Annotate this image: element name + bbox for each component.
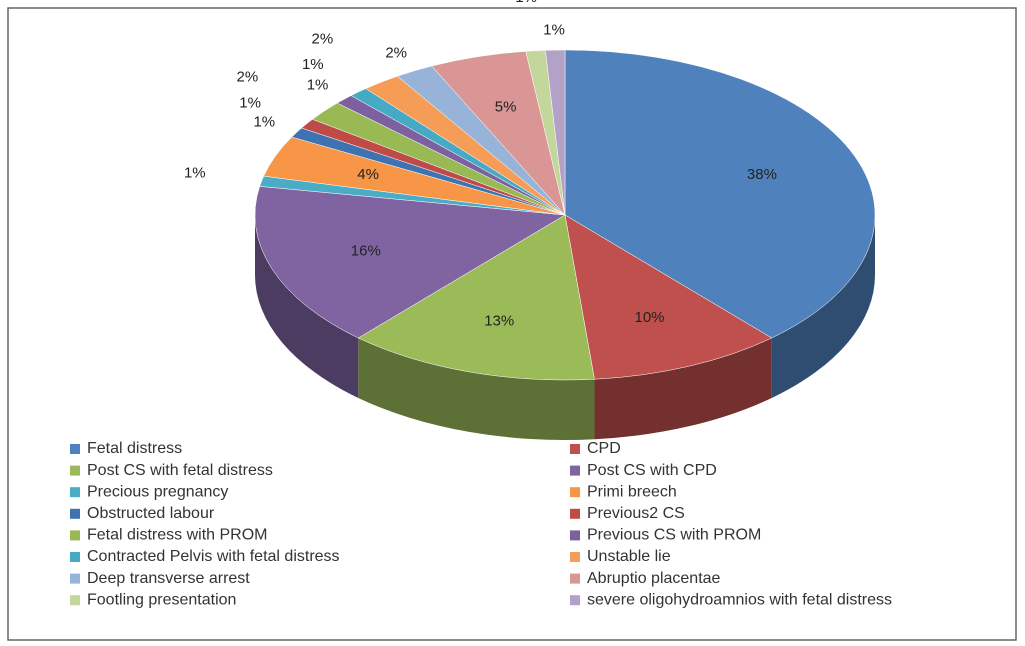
legend-label: Abruptio placentae [587, 570, 721, 587]
data-label: 1% [515, 0, 537, 6]
data-label: 10% [635, 309, 665, 326]
legend-label: Footling presentation [87, 591, 236, 608]
legend-swatch [570, 573, 580, 584]
legend-swatch [570, 465, 580, 476]
slice [564, 49, 876, 339]
slice [545, 49, 566, 216]
data-label: 4% [357, 166, 379, 183]
legend-label: Fetal distress [87, 440, 182, 457]
data-label: 1% [253, 114, 275, 131]
legend-swatch [570, 530, 580, 541]
data-label: 2% [385, 44, 407, 61]
legend-swatch [70, 487, 80, 498]
legend-label: Unstable lie [587, 548, 671, 565]
legend-label: Previous2 CS [587, 505, 685, 522]
legend-swatch [570, 508, 580, 519]
legend-swatch [70, 508, 80, 519]
slice [357, 214, 595, 381]
legend-swatch [70, 595, 80, 606]
data-label: 1% [302, 56, 324, 73]
legend-swatch [70, 465, 80, 476]
slice-side [358, 337, 595, 440]
legend-label: Precious pregnancy [87, 483, 228, 500]
legend-swatch [570, 595, 580, 606]
legend-swatch [70, 444, 80, 454]
legend-label: CPD [587, 440, 621, 457]
data-label: 1% [239, 94, 261, 111]
legend-label: Obstructed labour [87, 505, 215, 522]
legend-swatch [570, 444, 580, 454]
slice-side [594, 337, 772, 440]
legend-label: Post CS with fetal distress [87, 462, 273, 479]
data-label: 1% [307, 76, 329, 93]
data-label: 2% [237, 69, 259, 86]
legend-label: Post CS with CPD [587, 462, 717, 479]
legend-swatch [70, 530, 80, 541]
data-label: 38% [747, 166, 777, 183]
data-label: 13% [484, 313, 514, 330]
legend-label: Previous CS with PROM [587, 527, 761, 544]
legend-swatch [70, 573, 80, 584]
legend-swatch [570, 552, 580, 562]
data-label: 5% [495, 98, 517, 115]
legend-label: Contracted Pelvis with fetal distress [87, 548, 340, 565]
data-label: 2% [312, 31, 334, 48]
slice [254, 186, 566, 339]
legend-label: Deep transverse arrest [87, 570, 250, 587]
legend-label: Fetal distress with PROM [87, 527, 267, 544]
data-label: 1% [184, 165, 206, 182]
legend-swatch [570, 487, 580, 498]
legend-swatch [70, 552, 80, 562]
data-label: 1% [543, 21, 565, 38]
legend-label: severe oligohydroamnios with fetal distr… [587, 591, 892, 608]
slice [564, 214, 773, 380]
legend-label: Primi breech [587, 483, 677, 500]
data-label: 16% [351, 243, 381, 260]
